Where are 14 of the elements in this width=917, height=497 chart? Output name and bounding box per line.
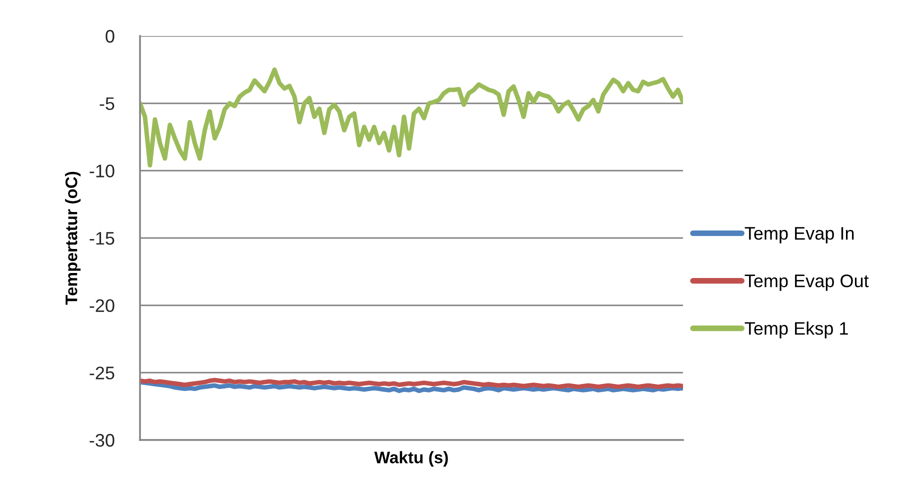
legend-label: Temp Evap Out [744, 274, 869, 291]
y-tick-label: -5 [100, 97, 114, 110]
line-series [140, 378, 683, 390]
y-tick-label: -10 [90, 164, 114, 178]
legend-label: Temp Eksp 1 [744, 322, 848, 338]
legend-label: Temp Evap In [744, 227, 854, 244]
y-tick-label: -20 [90, 299, 114, 312]
line-series [140, 67, 683, 168]
y-tick-label: -15 [90, 232, 114, 245]
y-tick-label: 0 [106, 30, 114, 43]
y-axis-title: Tempertatur (oC) [65, 172, 81, 305]
x-axis-title: Waktu (s) [374, 451, 448, 467]
y-tick-label: -30 [90, 434, 114, 447]
y-tick-label: -25 [90, 366, 114, 380]
